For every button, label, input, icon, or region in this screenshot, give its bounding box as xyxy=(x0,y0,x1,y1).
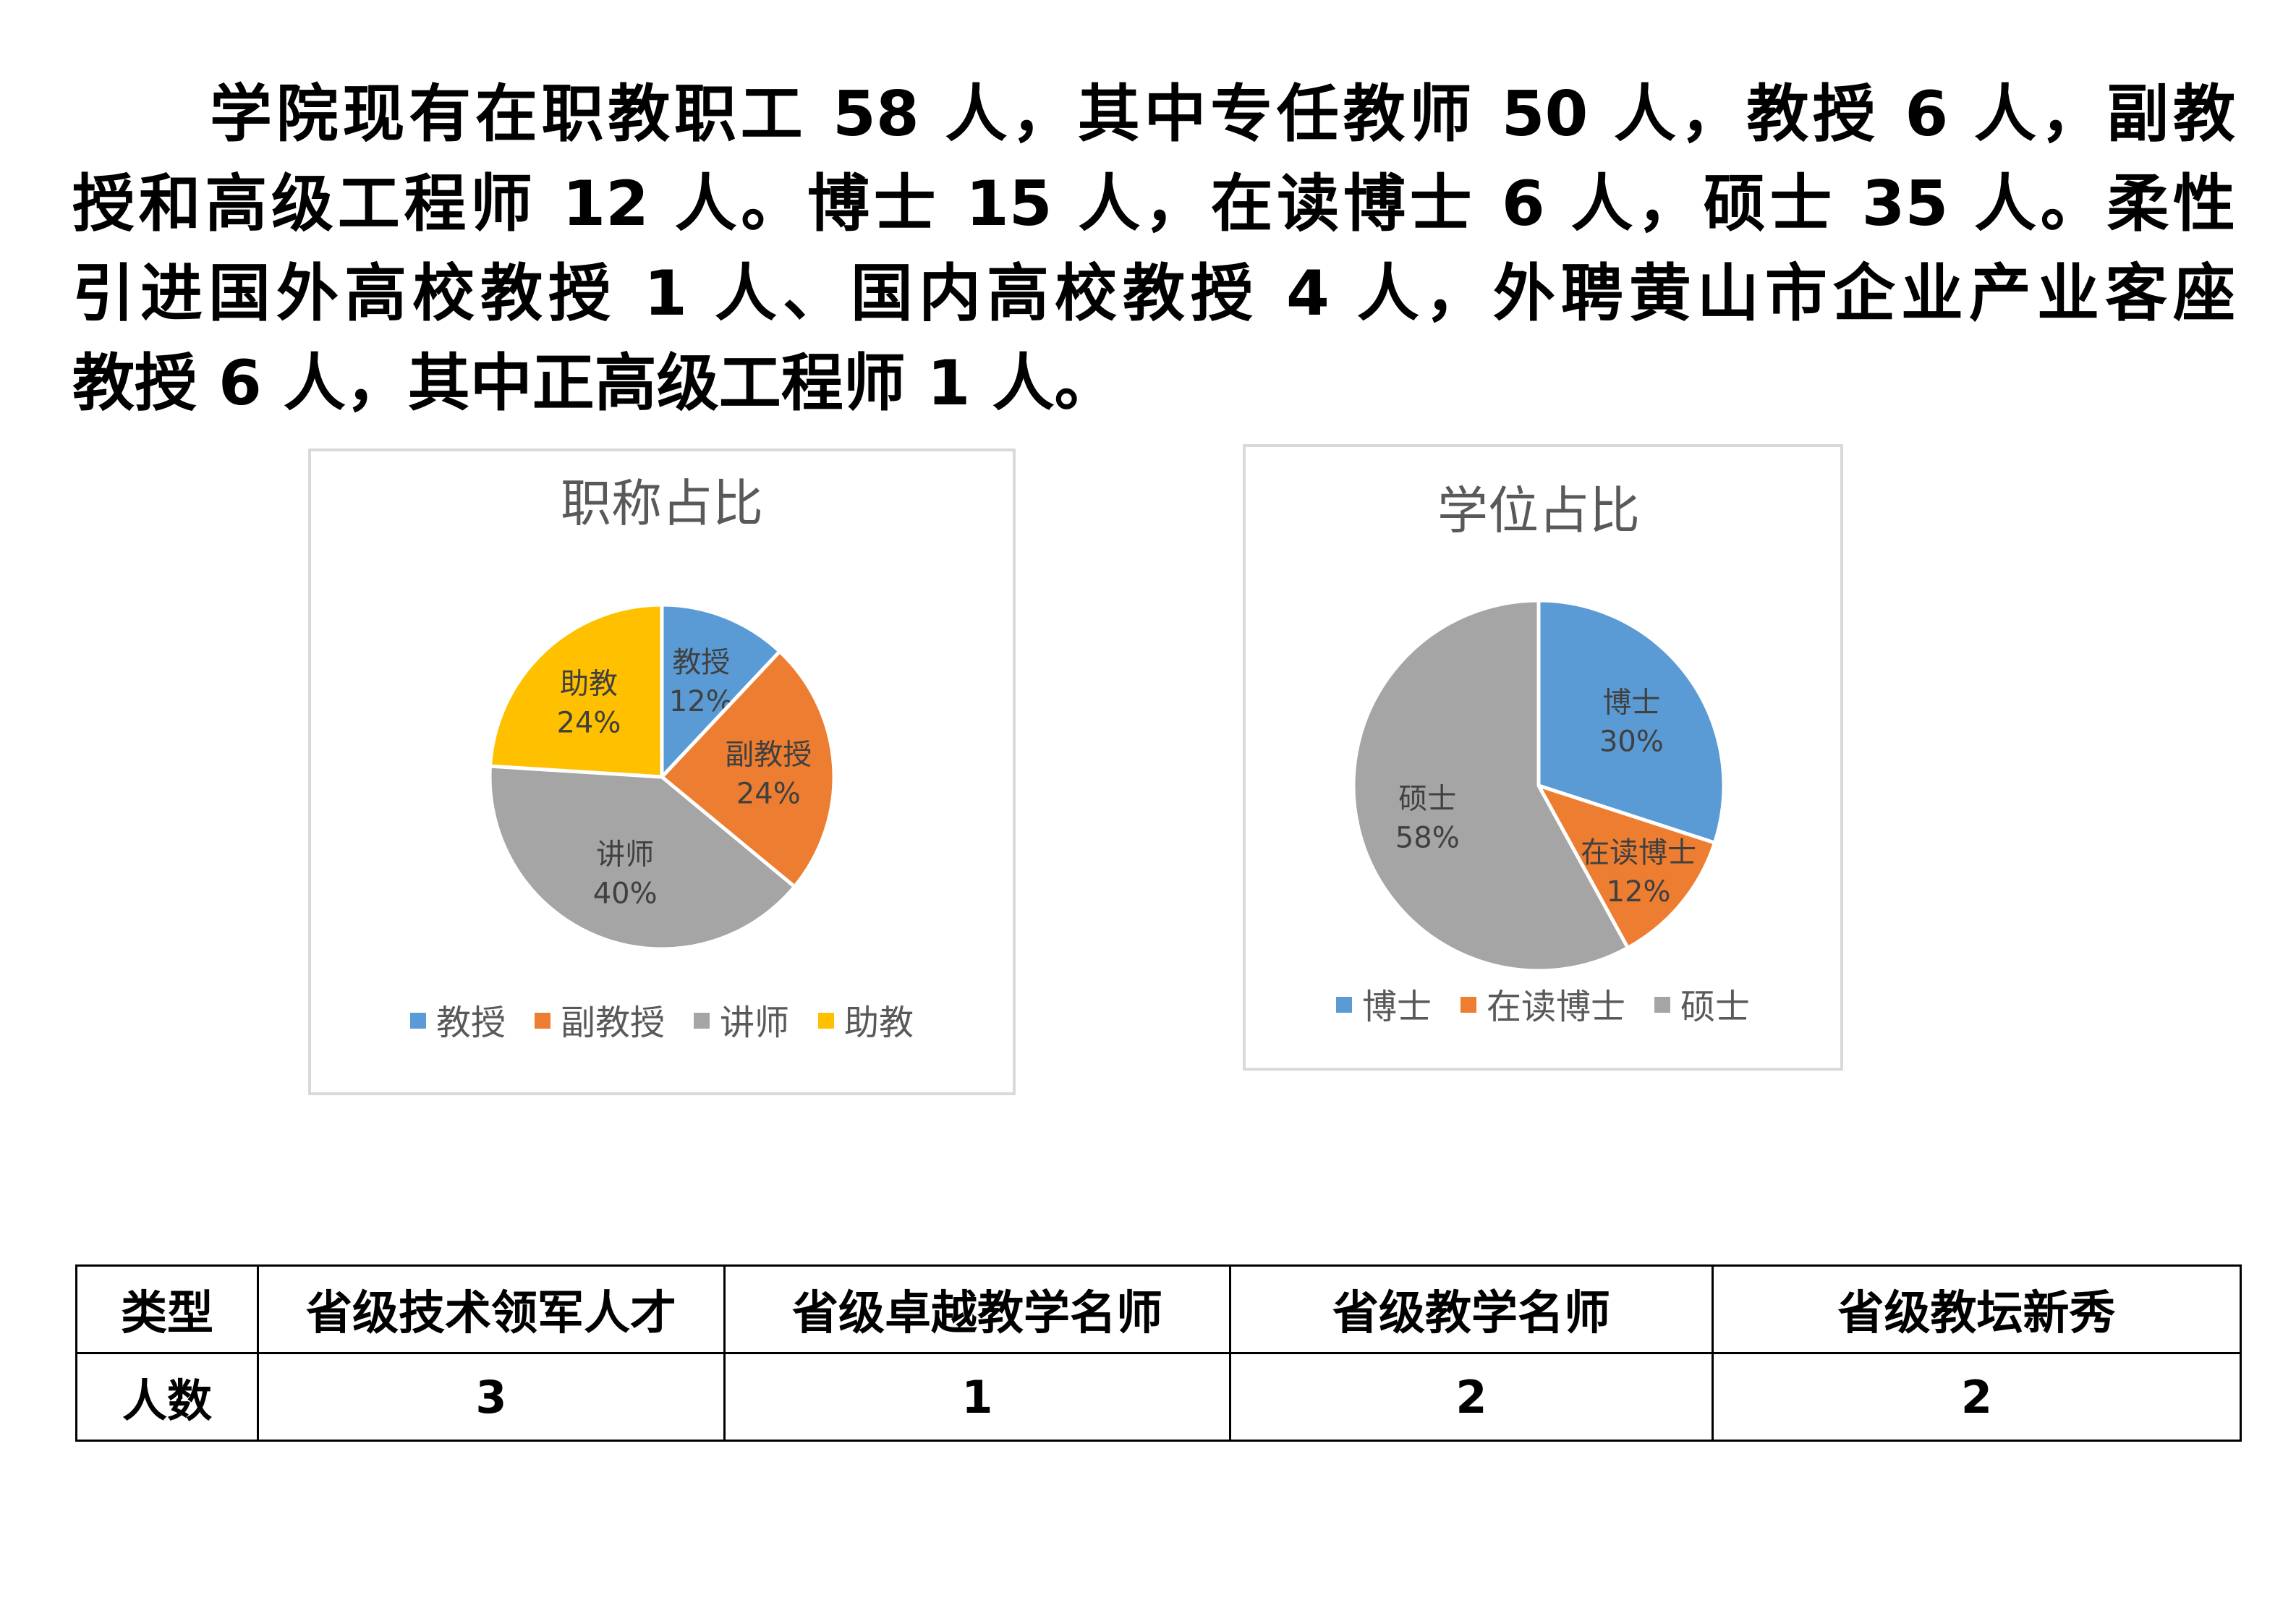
legend-swatch xyxy=(1335,997,1352,1013)
talent-table: 类型 省级技术领军人才 省级卓越教学名师 省级教学名师 省级教坛新秀 人数 3 … xyxy=(75,1264,2242,1442)
legend-label: 助教 xyxy=(844,1003,914,1043)
slice-category-label: 教授 xyxy=(672,646,730,679)
legend-swatch xyxy=(1654,997,1671,1013)
slice-category-label: 在读博士 xyxy=(1581,836,1696,870)
table-header-cell: 省级卓越教学名师 xyxy=(723,1264,1231,1354)
table-header-cell: 省级教学名师 xyxy=(1229,1264,1714,1354)
table-header-row: 类型 省级技术领军人才 省级卓越教学名师 省级教学名师 省级教坛新秀 xyxy=(75,1264,2242,1354)
slice-percent-label: 24% xyxy=(736,778,801,811)
table-cell: 2 xyxy=(1712,1352,2242,1442)
title-ratio-chart: 职称占比 教授 12% 副教授 24% 讲师 40% 助教 24% 教授 副教授 讲师 助教 xyxy=(308,448,1016,1095)
intro-line: 引进国外高校教授 1 人、国内高校教授 4 人，外聘黄山市企业产业客座 xyxy=(72,258,2235,330)
pie-slice xyxy=(1536,598,1726,846)
slice-percent-label: 30% xyxy=(1599,726,1664,759)
slice-percent-label: 40% xyxy=(593,877,658,910)
legend-label: 讲师 xyxy=(720,1003,789,1043)
slice-category-label: 博士 xyxy=(1602,686,1660,720)
legend-swatch xyxy=(534,1013,550,1029)
legend-label: 硕士 xyxy=(1680,987,1750,1027)
legend-swatch xyxy=(818,1013,835,1029)
table-cell: 人数 xyxy=(75,1352,259,1442)
legend-label: 在读博士 xyxy=(1487,987,1625,1027)
intro-line: 学院现有在职教职工 58 人，其中专任教师 50 人，教授 6 人，副教 xyxy=(210,78,2235,150)
slice-percent-label: 24% xyxy=(557,706,621,739)
table-header-cell: 省级技术领军人才 xyxy=(257,1264,726,1354)
intro-line: 教授 6 人，其中正高级工程师 1 人。 xyxy=(72,347,1117,420)
pie-slice xyxy=(1351,598,1630,973)
pie-slice xyxy=(488,603,664,779)
slice-percent-label: 12% xyxy=(1607,875,1671,909)
slice-category-label: 副教授 xyxy=(725,739,812,772)
chart-title: 职称占比 xyxy=(561,474,763,533)
slice-percent-label: 58% xyxy=(1395,821,1460,854)
pie-slice xyxy=(488,764,797,951)
table-cell: 1 xyxy=(723,1352,1231,1442)
table-row: 人数 3 1 2 2 xyxy=(75,1352,2242,1442)
legend-label: 副教授 xyxy=(561,1003,665,1043)
pie-slice xyxy=(1534,782,1717,951)
pie-slice xyxy=(660,603,783,782)
talent-table-grid: 类型 省级技术领军人才 省级卓越教学名师 省级教学名师 省级教坛新秀 人数 3 … xyxy=(75,1264,2242,1442)
legend-label: 博士 xyxy=(1362,987,1432,1027)
table-cell: 2 xyxy=(1229,1352,1714,1442)
legend-swatch xyxy=(1460,997,1476,1013)
legend-swatch xyxy=(409,1013,426,1029)
intro-paragraph: 学院现有在职教职工 58 人，其中专任教师 50 人，教授 6 人，副教 授和高… xyxy=(72,69,2235,428)
slice-category-label: 讲师 xyxy=(596,838,654,871)
table-cell: 3 xyxy=(257,1352,726,1442)
slice-category-label: 助教 xyxy=(560,667,618,700)
table-header-cell: 类型 xyxy=(75,1264,259,1354)
table-header-cell: 省级教坛新秀 xyxy=(1712,1264,2242,1354)
degree-ratio-chart: 学位占比 博士 30% 在读博士 12% 硕士 58% 博士 在读博士 硕士 xyxy=(1243,444,1843,1071)
legend-swatch xyxy=(694,1013,710,1029)
slice-category-label: 硕士 xyxy=(1398,782,1456,815)
chart-title: 学位占比 xyxy=(1437,481,1640,540)
legend-label: 教授 xyxy=(436,1003,506,1043)
pie-slice xyxy=(659,648,836,890)
intro-line: 授和高级工程师 12 人。博士 15 人，在读博士 6 人，硕士 35 人。柔性 xyxy=(72,168,2235,240)
